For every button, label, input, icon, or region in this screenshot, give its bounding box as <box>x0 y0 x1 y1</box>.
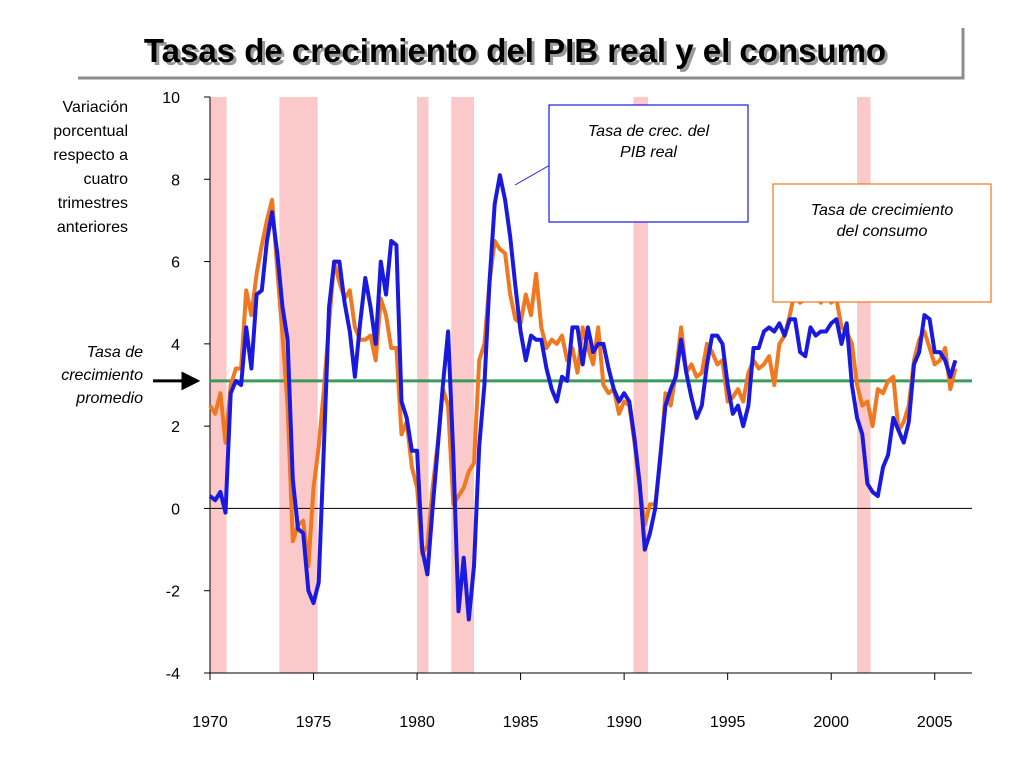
callout-text: Tasa de crecimiento del consumo <box>811 202 954 240</box>
x-tick-label: 1995 <box>710 714 746 731</box>
chart-title: Tasas de crecimiento del PIB real y el c… <box>144 32 886 69</box>
average-arrow <box>153 371 201 391</box>
y-axis-label-line: trimestres <box>58 195 128 212</box>
x-tick-label: 1975 <box>296 714 332 731</box>
average-label-line: crecimiento <box>61 367 143 384</box>
x-tick-label: 1980 <box>399 714 435 731</box>
callout-box <box>772 183 992 303</box>
y-tick-label: 6 <box>171 255 180 272</box>
title-frame <box>78 28 965 80</box>
y-tick-label: -2 <box>166 584 180 601</box>
y-tick-label: 2 <box>171 419 180 436</box>
y-tick-label: 10 <box>162 90 180 107</box>
y-axis-label-line: respecto a <box>53 147 128 164</box>
callout-text-line: del consumo <box>837 223 928 240</box>
x-tick-label: 1970 <box>192 714 228 731</box>
average-label-line: promedio <box>75 390 143 407</box>
x-tick-label: 2000 <box>813 714 849 731</box>
callout-text-line: PIB real <box>620 144 677 161</box>
series-line <box>208 173 958 622</box>
callout-text-line: Tasa de crecimiento <box>811 202 954 219</box>
x-tick-label: 2005 <box>917 714 953 731</box>
average-label-line: Tasa de <box>87 344 143 361</box>
y-axis-label-line: cuatro <box>84 171 129 188</box>
y-axis-label: Variación porcentual respecto a cuatro trime… <box>53 99 128 236</box>
average-label: Tasa de crecimiento promedio <box>61 344 143 407</box>
y-axis-label-line: anteriores <box>57 219 128 236</box>
callout-box <box>548 104 749 223</box>
recession-band <box>210 97 227 673</box>
y-axis-label-line: porcentual <box>53 123 128 140</box>
y-axis-label-line: Variación <box>62 99 128 116</box>
y-tick-label: 8 <box>171 172 180 189</box>
y-tick-label: 4 <box>171 337 180 354</box>
recession-band <box>417 97 429 673</box>
callout-text-line: Tasa de crec. del <box>588 123 710 140</box>
y-tick-label: -4 <box>166 666 180 683</box>
x-tick-label: 1990 <box>606 714 642 731</box>
callout-pointer <box>514 164 551 186</box>
y-tick-label: 0 <box>171 501 180 518</box>
x-tick-label: 1985 <box>503 714 539 731</box>
callout-text: Tasa de crec. del PIB real <box>588 123 710 161</box>
